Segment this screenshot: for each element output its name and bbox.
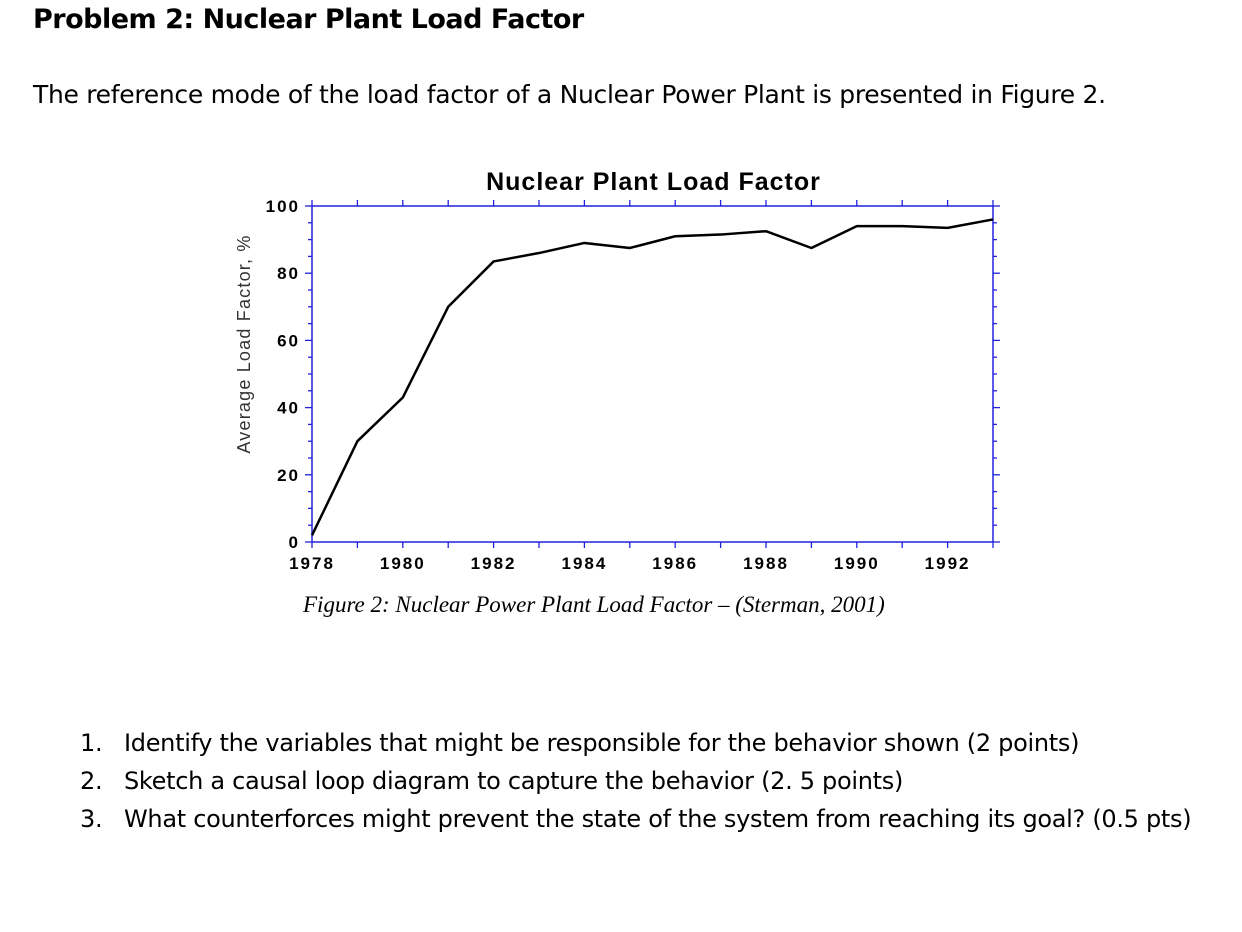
y-tick-label: 100 — [266, 197, 300, 216]
question-item: 3. What counterforces might prevent the s… — [80, 800, 1204, 838]
y-tick-label: 40 — [277, 399, 300, 418]
question-number: 2. — [80, 767, 103, 795]
question-text: What counterforces might prevent the sta… — [124, 805, 1192, 833]
x-tick-label: 1978 — [289, 554, 335, 573]
question-text: Sketch a causal loop diagram to capture … — [124, 767, 904, 795]
y-tick-label: 60 — [277, 331, 300, 350]
load-factor-chart: 1978 1980 1982 1984 1986 1988 1990 1992 0 20 40 60 8… — [234, 168, 1000, 573]
x-tick-label: 1980 — [380, 554, 426, 573]
y-tick-label: 0 — [289, 533, 300, 552]
question-number: 1. — [80, 729, 103, 757]
question-list: 1. Identify the variables that might be r… — [80, 724, 1204, 838]
x-tick-label: 1988 — [743, 554, 789, 573]
chart-title: Nuclear Plant Load Factor — [486, 168, 821, 196]
figure-caption: Figure 2: Nuclear Power Plant Load Facto… — [303, 592, 885, 617]
x-tick-label: 1986 — [652, 554, 698, 573]
intro-text: The reference mode of the load factor of… — [33, 80, 1106, 109]
question-text: Identify the variables that might be res… — [124, 729, 1080, 757]
y-tick-label: 80 — [277, 264, 300, 283]
question-item: 1. Identify the variables that might be r… — [80, 724, 1204, 762]
x-tick-label: 1990 — [834, 554, 880, 573]
x-tick-label: 1982 — [471, 554, 517, 573]
question-item: 2. Sketch a causal loop diagram to captur… — [80, 762, 1204, 800]
load-factor-line — [310, 218, 994, 536]
x-tick-label: 1984 — [561, 554, 607, 573]
y-axis-label: Average Load Factor, % — [234, 234, 254, 453]
y-tick-label: 20 — [277, 466, 300, 485]
question-number: 3. — [80, 805, 103, 833]
x-tick-label: 1992 — [925, 554, 971, 573]
problem-title: Problem 2: Nuclear Plant Load Factor — [33, 4, 584, 35]
